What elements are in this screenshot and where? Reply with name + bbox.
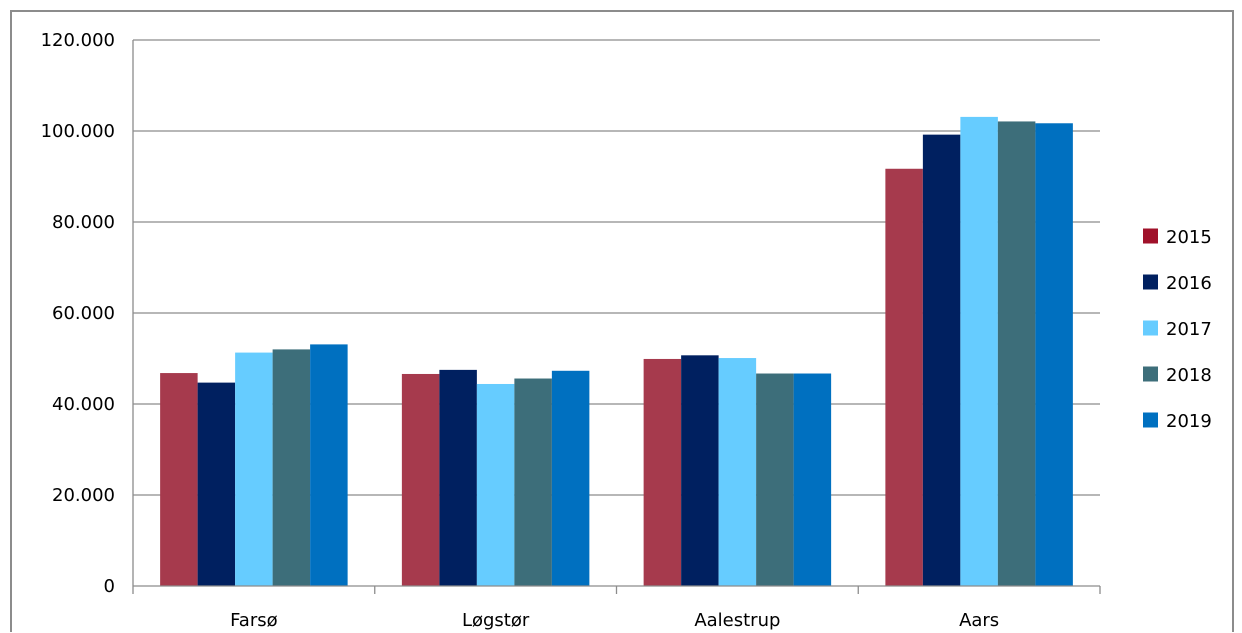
bar-aars-2015 [885, 168, 923, 586]
legend-item-2015: 2015 [1143, 227, 1212, 248]
bar-aalestrup-2019 [793, 373, 832, 586]
legend-swatch [1143, 412, 1158, 428]
bar-løgstør-2016 [439, 369, 477, 586]
legend-item-2017: 2017 [1143, 319, 1212, 340]
bar-aars-2016 [922, 134, 961, 586]
bar-løgstør-2019 [551, 370, 590, 586]
y-tick-label: 60.000 [52, 303, 115, 324]
bar-aars-2019 [1035, 123, 1073, 586]
bars [160, 116, 1073, 587]
x-tick-label: Løgstør [462, 610, 530, 631]
bar-farsø-2017 [235, 352, 273, 586]
y-tick-label: 20.000 [52, 485, 115, 506]
bar-farsø-2016 [197, 382, 236, 586]
x-tick-label: Aalestrup [694, 610, 780, 631]
bar-aalestrup-2016 [681, 355, 719, 586]
bar-løgstør-2017 [476, 383, 515, 586]
bar-aars-2017 [960, 116, 998, 587]
legend-label: 2018 [1166, 365, 1212, 386]
x-tick-label: Farsø [230, 610, 278, 631]
legend-item-2016: 2016 [1143, 273, 1212, 294]
bar-aars-2018 [997, 121, 1036, 586]
bar-farsø-2015 [160, 373, 198, 586]
bar-løgstør-2018 [514, 378, 552, 586]
bar-aalestrup-2017 [718, 358, 757, 586]
y-tick-label: 80.000 [52, 212, 115, 233]
legend-swatch [1143, 228, 1158, 244]
legend-swatch [1143, 320, 1158, 336]
bar-aalestrup-2015 [643, 358, 682, 586]
y-tick-label: 0 [104, 576, 115, 597]
y-tick-label: 100.000 [41, 121, 115, 142]
legend-label: 2015 [1166, 227, 1212, 248]
y-tick-label: 40.000 [52, 394, 115, 415]
legend-label: 2019 [1166, 411, 1212, 432]
legend-item-2019: 2019 [1143, 411, 1212, 432]
x-axis: Farsø Løgstør Aalestrup Aars [132, 585, 1101, 631]
legend-label: 2017 [1166, 319, 1212, 340]
legend-swatch [1143, 366, 1158, 382]
y-axis: 0 20.000 40.000 60.000 80.000 100.000 120.000 [41, 30, 134, 597]
bar-farsø-2018 [272, 349, 311, 586]
bar-aalestrup-2018 [756, 373, 794, 586]
y-tick-label: 120.000 [41, 30, 115, 51]
legend-item-2018: 2018 [1143, 365, 1212, 386]
bar-løgstør-2015 [401, 373, 440, 586]
bar-farsø-2019 [310, 344, 348, 586]
legend-label: 2016 [1166, 273, 1212, 294]
legend-swatch [1143, 274, 1158, 290]
legend: 2015 2016 2017 2018 2019 [1143, 227, 1212, 432]
x-tick-label: Aars [959, 610, 999, 631]
